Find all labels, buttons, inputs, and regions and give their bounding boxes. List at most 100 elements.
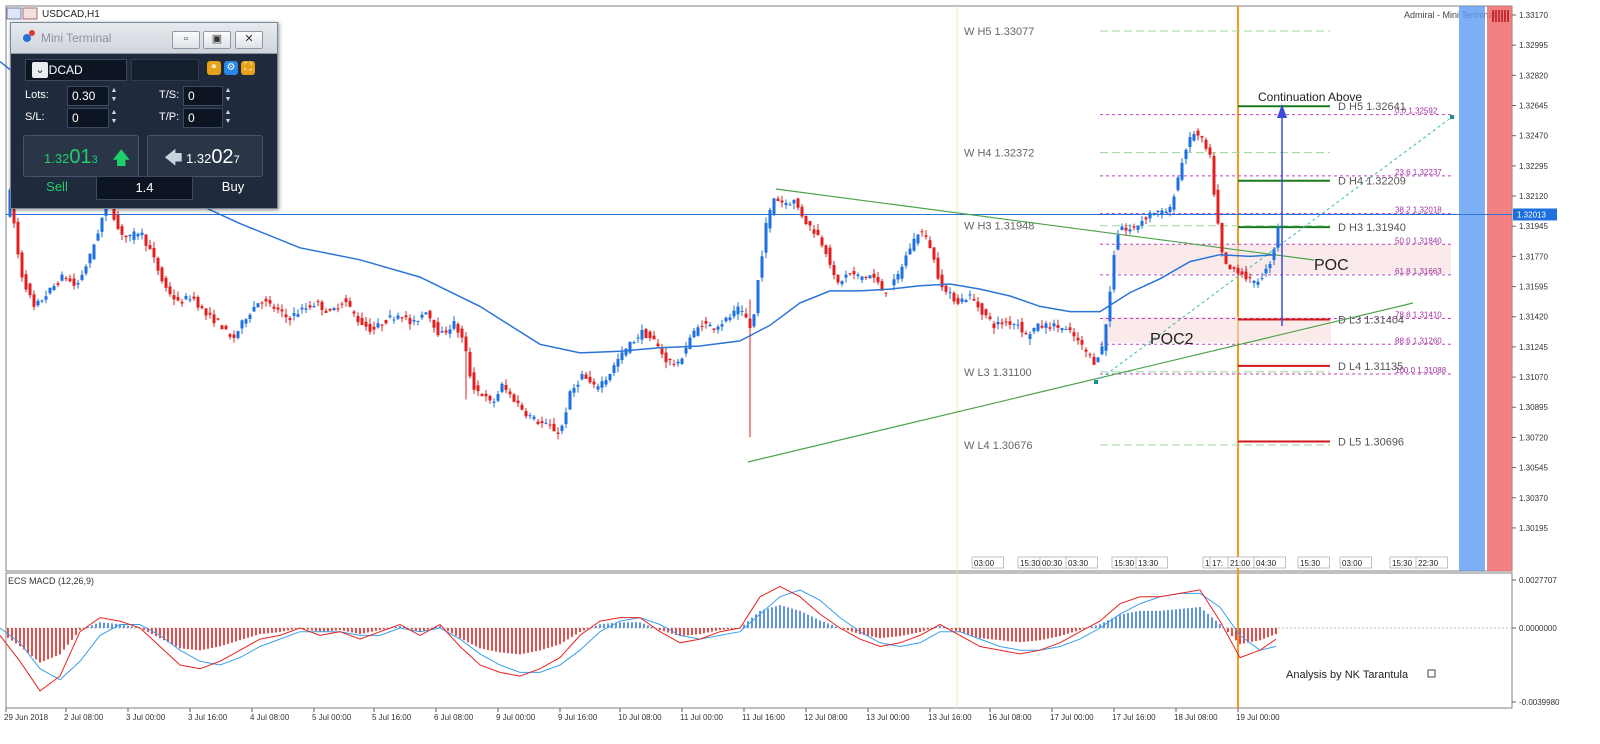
candle	[1112, 255, 1116, 290]
candle	[428, 310, 432, 319]
candle	[396, 315, 400, 319]
ts-stepper-icon[interactable]: ▲ ▼	[224, 87, 232, 103]
candle	[1116, 235, 1120, 250]
daily-pivot-label: D L3 1.31404	[1338, 314, 1404, 326]
macd-line	[0, 585, 1277, 692]
moving-average-line	[0, 61, 1277, 354]
candle	[752, 314, 756, 327]
daily-pivot-label: D L4 1.31135	[1338, 361, 1403, 373]
candles-group	[8, 128, 1280, 440]
expand-icon[interactable]: ⛶	[241, 61, 255, 75]
candle	[1072, 332, 1076, 337]
candle	[1128, 229, 1132, 232]
lots-input[interactable]: 0.30	[67, 86, 109, 106]
candle	[1200, 136, 1204, 138]
candle	[468, 352, 472, 377]
candle	[1108, 291, 1112, 322]
y-tick-label: 1.32820	[1519, 71, 1548, 80]
session-label: 15:30	[1392, 559, 1413, 568]
x-tick-label: 4 Jul 08:00	[250, 713, 290, 722]
candle	[1104, 324, 1108, 351]
checkbox-icon[interactable]	[1427, 669, 1436, 678]
session-label: 04:30	[1256, 559, 1277, 568]
mini-terminal-titlebar[interactable]: Mini Terminal ▫ ▣ ✕	[11, 23, 277, 54]
link-icon[interactable]: ⚭	[207, 61, 221, 75]
candle	[180, 301, 184, 304]
symbol-select[interactable]: USDCAD ⌄	[25, 59, 127, 81]
gear-icon[interactable]: ⚙	[224, 61, 238, 75]
mini-terminal[interactable]: Mini Terminal ▫ ▣ ✕ USDCAD ⌄ ⚭ ⚙ ⛶ Lots:…	[10, 22, 278, 209]
candle	[656, 343, 660, 347]
candle	[728, 317, 732, 320]
candle	[568, 391, 572, 410]
candle	[716, 326, 720, 330]
tp-input[interactable]: 0	[183, 108, 223, 128]
candle	[168, 286, 172, 295]
candle	[240, 320, 244, 329]
candle	[712, 328, 716, 330]
x-tick-label: 3 Jul 16:00	[188, 713, 228, 722]
candle	[736, 306, 740, 315]
candle	[1100, 346, 1104, 355]
session-label: 15:30	[1114, 559, 1135, 568]
candle	[796, 198, 800, 208]
candle	[812, 229, 816, 234]
ts-input[interactable]: 0	[183, 86, 223, 106]
session-label: 03:00	[974, 559, 995, 568]
session-label-box	[1253, 556, 1286, 569]
candle	[920, 231, 924, 233]
minimize-button[interactable]: ▫	[172, 31, 200, 49]
candle	[944, 285, 948, 292]
x-tick-label: 11 Jul 00:00	[680, 713, 724, 722]
tp-stepper-icon[interactable]: ▲ ▼	[224, 109, 232, 125]
sell-price-box[interactable]: 1.32013 🡅	[23, 135, 139, 177]
sell-button[interactable]: Sell	[46, 179, 68, 194]
restore-button[interactable]: ▣	[203, 31, 231, 49]
candle	[1136, 225, 1140, 230]
candle	[304, 308, 308, 310]
candle	[92, 244, 96, 260]
sell-price-big: 01	[69, 146, 92, 168]
candle	[444, 330, 448, 333]
fib-level-label: 88.6 1.31260	[1395, 336, 1442, 345]
candle	[1080, 340, 1084, 345]
candle	[1244, 271, 1248, 280]
candle	[1160, 210, 1164, 216]
y-tick-label: 1.32645	[1519, 102, 1548, 111]
y-tick-label: 1.30195	[1519, 524, 1548, 533]
x-tick-label: 17 Jul 16:00	[1112, 713, 1156, 722]
buy-button[interactable]: Buy	[221, 179, 245, 194]
candle	[600, 381, 604, 388]
candle	[632, 342, 636, 344]
buy-price-box[interactable]: 🡄 1.32027	[147, 135, 263, 177]
close-button[interactable]: ✕	[235, 31, 263, 49]
candle	[1252, 280, 1256, 283]
tp-label: T/P:	[159, 111, 180, 123]
candle	[472, 372, 476, 390]
candle	[908, 248, 912, 255]
candle	[1256, 281, 1260, 285]
candle	[1060, 328, 1064, 331]
session-label: 21:00	[1230, 559, 1251, 568]
candle	[72, 278, 76, 286]
candle	[1144, 217, 1148, 220]
upper-trendline	[775, 188, 1315, 261]
buy-price-big: 02	[211, 146, 234, 168]
candle	[816, 229, 820, 236]
candle	[1096, 357, 1100, 362]
lots-stepper-icon[interactable]: ▲ ▼	[110, 87, 118, 103]
sl-stepper-icon[interactable]: ▲ ▼	[110, 109, 118, 125]
candle	[16, 221, 20, 255]
tp-value: 0	[188, 111, 195, 125]
candle	[1248, 277, 1252, 279]
candle	[220, 325, 224, 330]
candle	[172, 295, 176, 300]
candle	[336, 308, 340, 310]
chevron-down-icon[interactable]: ⌄	[32, 62, 48, 78]
fib-level-label: 61.8 1.31663	[1395, 267, 1442, 276]
candle	[60, 274, 64, 281]
sl-input[interactable]: 0	[67, 108, 109, 128]
candle	[936, 257, 940, 279]
sell-price-small: 3	[91, 154, 98, 166]
